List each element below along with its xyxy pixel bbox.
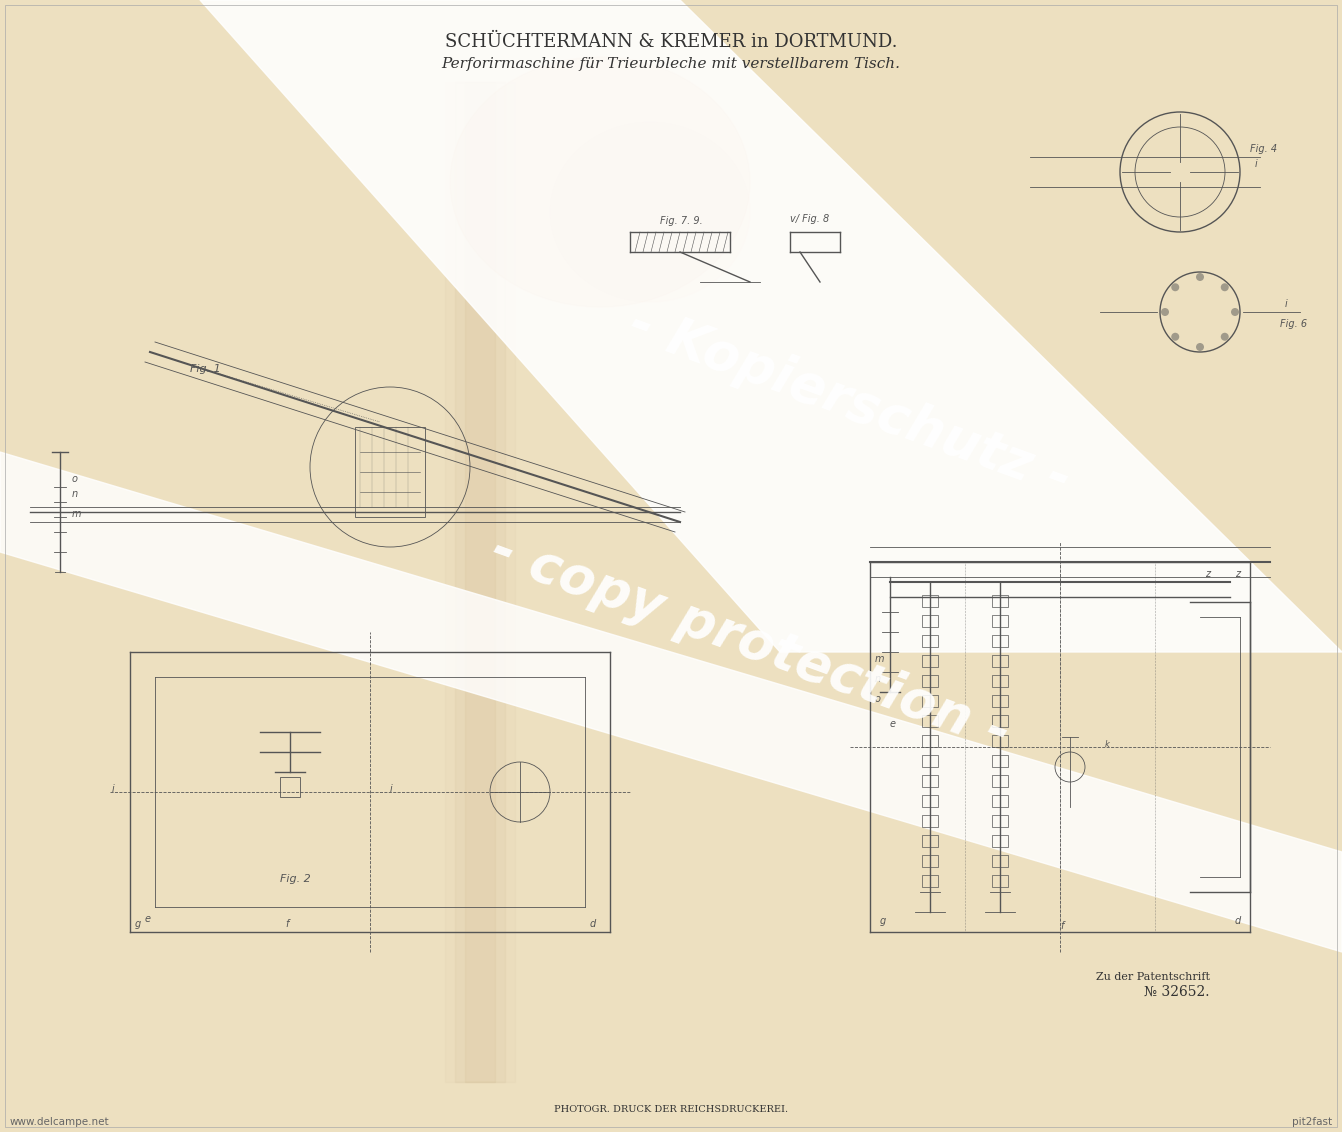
Text: Zu der Patentschrift: Zu der Patentschrift — [1096, 972, 1210, 981]
Text: o: o — [72, 474, 78, 484]
Polygon shape — [200, 0, 1342, 652]
Text: n: n — [72, 489, 78, 499]
Bar — [992, 655, 1008, 667]
Circle shape — [1221, 283, 1229, 291]
Text: i: i — [1286, 299, 1288, 309]
Text: Fig. 1: Fig. 1 — [191, 365, 220, 374]
Text: pit2fast: pit2fast — [1292, 1117, 1333, 1127]
Bar — [992, 675, 1008, 687]
Bar — [992, 875, 1008, 887]
Text: Perforirmaschine für Trieurbleche mit verstellbarem Tisch.: Perforirmaschine für Trieurbleche mit ve… — [442, 57, 900, 71]
Bar — [922, 875, 938, 887]
Text: Fig. 6: Fig. 6 — [1280, 319, 1307, 329]
Text: e: e — [890, 719, 896, 729]
Bar — [992, 615, 1008, 627]
Bar — [922, 635, 938, 648]
Text: i: i — [391, 784, 393, 794]
Bar — [922, 855, 938, 867]
Text: z: z — [1205, 569, 1210, 578]
Bar — [922, 595, 938, 607]
Text: Fig. 7. 9.: Fig. 7. 9. — [660, 216, 703, 226]
Polygon shape — [0, 452, 1342, 952]
Text: m: m — [72, 509, 82, 518]
Text: PHOTOGR. DRUCK DER REICHSDRUCKEREI.: PHOTOGR. DRUCK DER REICHSDRUCKEREI. — [554, 1106, 788, 1115]
Bar — [922, 835, 938, 847]
Bar — [992, 635, 1008, 648]
Bar — [922, 615, 938, 627]
Bar — [992, 835, 1008, 847]
Bar — [992, 775, 1008, 787]
Text: www.delcampe.net: www.delcampe.net — [9, 1117, 110, 1127]
Text: Fig. 2: Fig. 2 — [280, 874, 311, 884]
Bar — [992, 595, 1008, 607]
Text: Fig. 4: Fig. 4 — [1249, 144, 1278, 154]
Text: f: f — [1060, 921, 1063, 931]
Ellipse shape — [550, 122, 750, 302]
Bar — [455, 82, 505, 1082]
Text: - copy protection -: - copy protection - — [483, 524, 1016, 760]
Bar — [922, 755, 938, 767]
Bar — [922, 795, 938, 807]
Text: - Kopierschutz -: - Kopierschutz - — [623, 298, 1078, 506]
Circle shape — [1221, 333, 1229, 341]
Text: m: m — [875, 654, 884, 664]
Bar — [922, 735, 938, 747]
Bar — [992, 815, 1008, 827]
Bar — [922, 715, 938, 727]
Text: № 32652.: № 32652. — [1145, 985, 1210, 1000]
Text: g: g — [136, 919, 141, 929]
Bar — [992, 755, 1008, 767]
Bar — [922, 815, 938, 827]
Bar — [922, 775, 938, 787]
Bar — [356, 427, 425, 517]
Circle shape — [1231, 308, 1239, 316]
Text: o: o — [875, 694, 880, 704]
Bar — [992, 795, 1008, 807]
Circle shape — [1161, 308, 1169, 316]
Bar — [992, 735, 1008, 747]
Circle shape — [1172, 283, 1180, 291]
Bar — [280, 777, 301, 797]
Text: i: i — [1255, 158, 1257, 169]
Circle shape — [1196, 273, 1204, 281]
Bar — [992, 695, 1008, 708]
Circle shape — [1172, 333, 1180, 341]
Bar — [922, 695, 938, 708]
Bar — [922, 655, 938, 667]
Text: SCHÜCHTERMANN & KREMER in DORTMUND.: SCHÜCHTERMANN & KREMER in DORTMUND. — [444, 33, 898, 51]
Text: g: g — [880, 916, 886, 926]
Text: i: i — [111, 784, 115, 794]
Text: e: e — [145, 914, 152, 924]
Text: f: f — [285, 919, 289, 929]
Ellipse shape — [450, 57, 750, 307]
Bar — [992, 715, 1008, 727]
Circle shape — [1196, 343, 1204, 351]
Text: z: z — [1235, 569, 1240, 578]
Bar — [992, 855, 1008, 867]
Text: k: k — [1104, 740, 1110, 749]
Text: d: d — [590, 919, 596, 929]
Bar — [446, 82, 515, 1082]
Text: n: n — [875, 674, 882, 684]
Text: v/ Fig. 8: v/ Fig. 8 — [790, 214, 829, 224]
Text: d: d — [1235, 916, 1241, 926]
Bar — [464, 82, 495, 1082]
Bar — [922, 675, 938, 687]
